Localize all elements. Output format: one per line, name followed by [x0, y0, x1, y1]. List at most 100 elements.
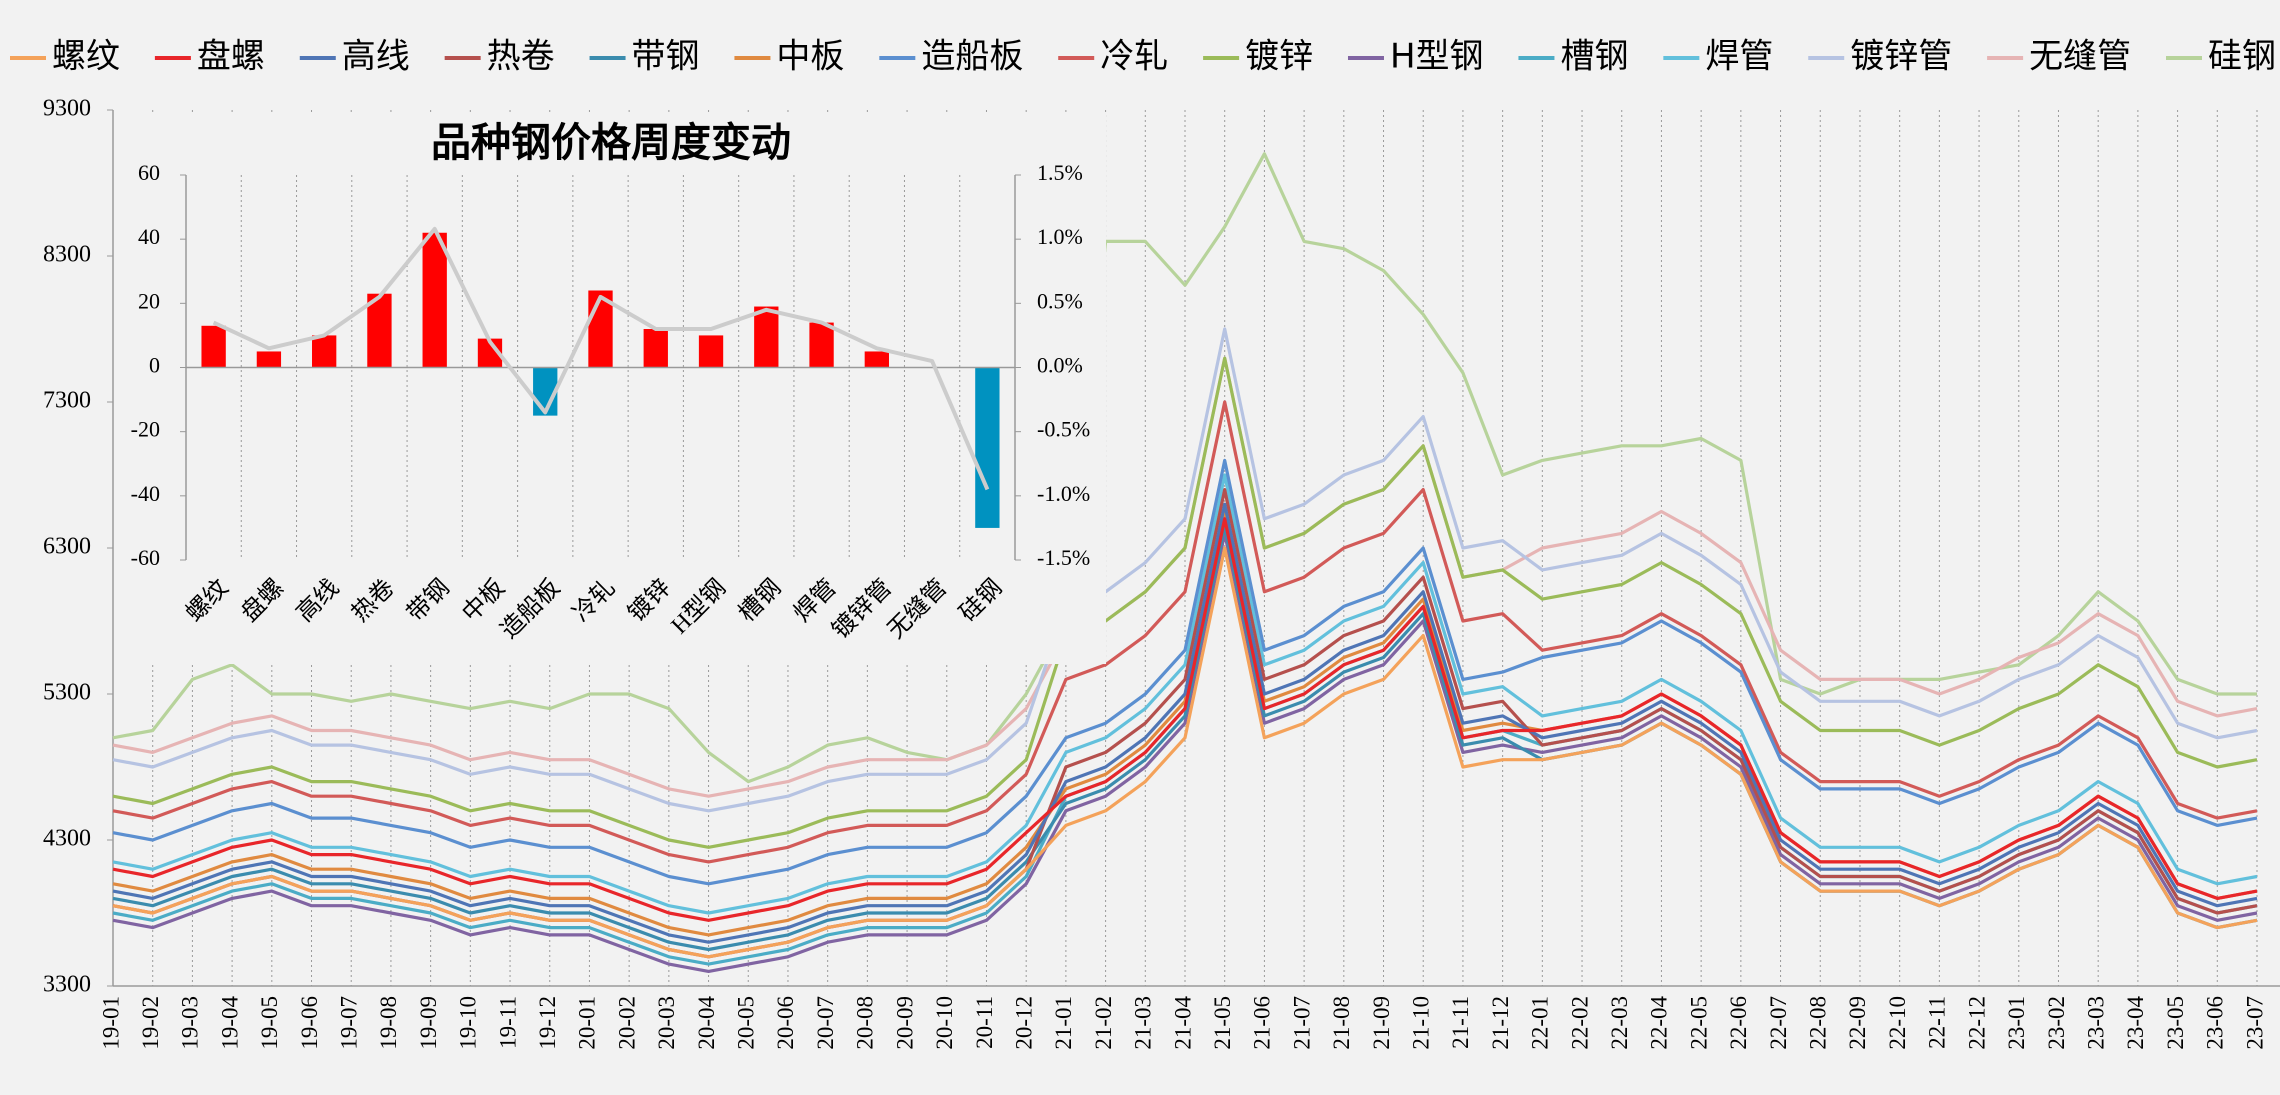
x-tick-label: 22-11	[1925, 996, 1950, 1049]
x-tick-label: 19-10	[456, 996, 481, 1050]
legend-label: 焊管	[1705, 37, 1773, 77]
legend-item: 造船板	[879, 37, 1023, 77]
legend-label: 热卷	[487, 37, 555, 77]
x-tick-label: 20-03	[654, 996, 679, 1050]
series-line	[112, 531, 2258, 973]
y-tick-label: -60	[131, 545, 160, 570]
y-tick-label: -20	[131, 417, 160, 442]
x-tick-label: 20-05	[734, 996, 759, 1050]
bar	[643, 329, 668, 368]
series-line	[112, 517, 2258, 922]
x-tick-label: 22-12	[1964, 996, 1989, 1050]
x-tick-label: 19-04	[217, 996, 242, 1050]
legend-label: 镀锌管	[1850, 37, 1952, 77]
y2-tick-label: 1.5%	[1037, 160, 1083, 185]
x-tick-label: 22-06	[1726, 996, 1751, 1050]
y-tick-label: 20	[138, 288, 160, 313]
legend-item: 硅钢	[2166, 37, 2276, 77]
legend-item: 冷轧	[1058, 37, 1168, 77]
legend-label: 无缝管	[2029, 37, 2131, 77]
x-tick-label: 21-08	[1329, 996, 1354, 1050]
bar	[975, 367, 1000, 528]
legend-item: 焊管	[1663, 37, 1773, 77]
series-line	[112, 473, 2258, 915]
series-line	[112, 546, 2258, 959]
y2-tick-label: -1.5%	[1037, 545, 1090, 570]
inset-title: 品种钢价格周度变动	[431, 120, 791, 166]
y-tick-label: 7300	[43, 388, 91, 414]
x-tick-label: 20-07	[813, 996, 838, 1050]
y-tick-label: 4300	[43, 826, 91, 852]
series-line	[112, 356, 2258, 849]
legend-label: H型钢	[1390, 37, 1484, 77]
bar	[201, 325, 226, 368]
x-tick-label: 21-04	[1170, 996, 1195, 1050]
x-tick-label: 21-01	[1051, 996, 1076, 1050]
x-tick-label: 23-07	[2242, 996, 2267, 1050]
series-line	[112, 327, 2258, 813]
legend-label: 镀锌	[1245, 37, 1313, 77]
x-tick-label: 19-05	[257, 996, 282, 1050]
bar	[754, 306, 779, 368]
legend-item: 中板	[734, 37, 844, 77]
x-tick-label: 21-06	[1250, 996, 1275, 1050]
x-tick-label: 22-04	[1647, 996, 1672, 1050]
x-tick-label: 19-08	[376, 996, 401, 1050]
x-tick-label: 22-05	[1686, 996, 1711, 1050]
x-tick-label: 21-02	[1091, 996, 1116, 1050]
legend-item: 热卷	[444, 37, 555, 77]
x-tick-label: 21-07	[1289, 996, 1314, 1050]
legend-label: 螺纹	[52, 37, 120, 77]
y-tick-label: 5300	[43, 680, 91, 706]
x-tick-label: 23-05	[2163, 996, 2188, 1050]
series-line	[112, 400, 2258, 864]
x-tick-label: 23-06	[2203, 996, 2228, 1050]
x-tick-label: 19-11	[495, 996, 520, 1049]
inset-panel	[116, 112, 1106, 664]
bar	[698, 335, 724, 368]
x-tick-label: 20-01	[575, 996, 600, 1050]
x-tick-label: 20-11	[972, 996, 997, 1049]
y2-tick-label: -0.5%	[1037, 417, 1090, 442]
x-tick-label: 23-04	[2123, 996, 2148, 1050]
x-tick-label: 23-02	[2044, 996, 2069, 1050]
x-tick-label: 22-07	[1766, 996, 1791, 1050]
x-tick-label: 19-12	[535, 996, 560, 1050]
y-tick-label: 3300	[43, 972, 91, 998]
x-tick-label: 22-02	[1567, 996, 1592, 1050]
y-tick-label: 8300	[43, 242, 91, 268]
bar	[422, 232, 447, 368]
legend-label: 造船板	[921, 37, 1023, 77]
x-tick-label: 19-07	[337, 996, 362, 1050]
y-tick-label: 40	[138, 224, 160, 249]
x-tick-label: 22-08	[1806, 996, 1831, 1050]
x-tick-label: 22-09	[1845, 996, 1870, 1050]
x-tick-label: 20-06	[773, 996, 798, 1050]
x-tick-label: 23-01	[2004, 996, 2029, 1050]
x-tick-label: 20-10	[932, 996, 957, 1050]
series-line	[112, 458, 2258, 886]
legend-item: 高线	[299, 37, 410, 77]
legend-item: 镀锌管	[1808, 37, 1952, 77]
x-tick-label: 21-03	[1131, 996, 1156, 1050]
x-tick-label: 22-10	[1885, 996, 1910, 1050]
legend-label: 冷轧	[1100, 37, 1168, 77]
x-tick-label: 19-02	[138, 996, 163, 1050]
x-tick-label: 20-12	[1011, 996, 1036, 1050]
y-tick-label: 60	[138, 160, 160, 185]
x-tick-label: 20-09	[892, 996, 917, 1050]
x-tick-label: 19-09	[416, 996, 441, 1050]
legend-item: 槽钢	[1518, 37, 1628, 77]
legend-item: 螺纹	[10, 37, 120, 77]
y2-tick-label: -1.0%	[1037, 481, 1090, 506]
bar	[256, 351, 282, 368]
x-tick-label: 21-10	[1409, 996, 1434, 1050]
legend-item: 盘螺	[154, 37, 265, 77]
x-tick-label: 19-06	[297, 996, 322, 1050]
bar	[367, 293, 392, 368]
y2-tick-label: 0.0%	[1037, 353, 1083, 378]
x-tick-label: 20-02	[614, 996, 639, 1050]
legend-label: 槽钢	[1560, 37, 1628, 77]
legend-label: 高线	[342, 37, 410, 77]
